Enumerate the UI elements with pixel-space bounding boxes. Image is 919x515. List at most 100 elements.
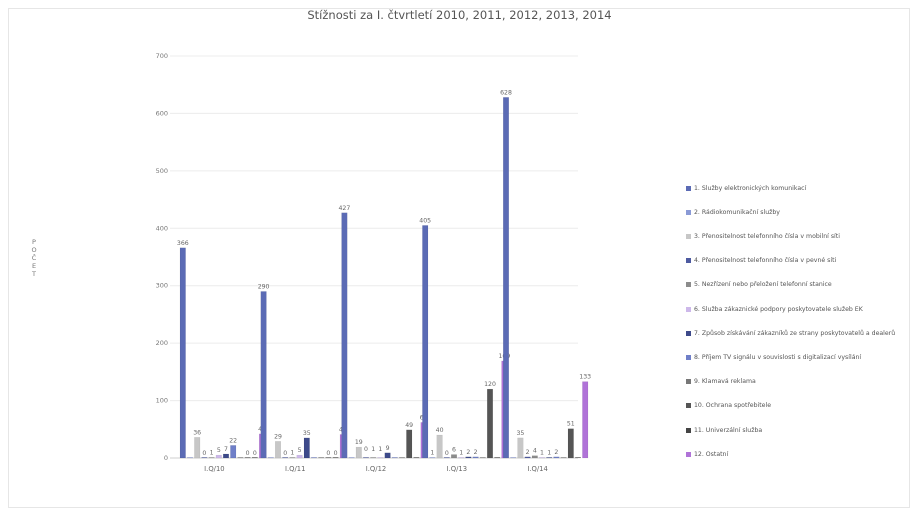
bar: [451, 454, 458, 459]
legend-label: 2. Rádiokomunikační služby: [694, 208, 780, 216]
data-label: 427: [338, 205, 350, 212]
data-label: 1: [210, 449, 214, 456]
legend-item: 12. Ostatní: [686, 449, 728, 459]
data-label: 1: [459, 449, 463, 456]
legend-item: 1. Služby elektronických komunikací: [686, 183, 806, 193]
data-label: 5: [217, 447, 221, 454]
data-label: 0: [202, 450, 206, 457]
data-label: 0: [246, 450, 250, 457]
data-label: 19: [355, 439, 363, 446]
data-label: 6: [452, 447, 456, 454]
legend-swatch: [686, 282, 691, 288]
bar: [208, 457, 215, 459]
legend-item: 3. Přenositelnost telefonního čísla v mo…: [686, 231, 840, 241]
legend-swatch: [686, 185, 691, 191]
bar: [443, 457, 450, 459]
y-tick-label: 100: [156, 397, 168, 405]
bar: [215, 454, 222, 459]
legend-swatch: [686, 330, 691, 336]
bar: [503, 97, 510, 459]
bar: [575, 457, 582, 459]
legend-label: 11. Univerzální služba: [694, 426, 763, 434]
y-tick-label: 400: [156, 224, 168, 232]
legend-label: 3. Přenositelnost telefonního čísla v mo…: [694, 232, 840, 240]
data-label: 0: [364, 446, 368, 453]
bar: [465, 456, 472, 459]
bar: [539, 457, 546, 459]
legend-swatch: [686, 403, 691, 409]
bar: [325, 457, 332, 459]
data-label: 35: [516, 430, 524, 437]
legend-swatch: [686, 451, 691, 457]
legend-label: 12. Ostatní: [694, 450, 729, 458]
data-label: 49: [405, 422, 413, 429]
legend-label: 9. Klamavá reklama: [694, 378, 756, 386]
data-label: 1: [371, 446, 375, 453]
chart-title: Stížnosti za I. čtvrtletí 2010, 2011, 20…: [307, 8, 612, 22]
legend-item: 6. Služba zákaznické podpory poskytovate…: [686, 304, 863, 314]
legend-swatch: [686, 258, 691, 264]
data-label: 4: [533, 448, 537, 455]
legend-swatch: [686, 306, 691, 312]
legend-swatch: [686, 209, 691, 215]
bar: [303, 437, 310, 459]
legend-item: 11. Univerzální služba: [686, 425, 762, 435]
bar: [355, 446, 362, 459]
data-label: 120: [484, 381, 496, 388]
data-label: 1: [430, 449, 434, 456]
bar: [582, 381, 589, 459]
bar: [458, 457, 465, 459]
legend-item: 9. Klamavá reklama: [686, 377, 756, 387]
bar: [399, 457, 406, 459]
data-label: 36: [193, 429, 201, 436]
bar: [348, 457, 355, 459]
data-label: 366: [177, 240, 189, 247]
bar: [370, 457, 377, 459]
legend-swatch: [686, 379, 691, 385]
bar: [186, 457, 193, 459]
y-tick-label: 0: [164, 454, 168, 462]
x-tick-label: I.Q/10: [204, 465, 224, 473]
legend-item: 5. Nezřízení nebo přeložení telefonní st…: [686, 280, 832, 290]
bar: [479, 457, 486, 459]
data-label: 133: [579, 374, 591, 381]
y-axis-label-letter: Č: [31, 254, 37, 262]
data-label: 1: [547, 449, 551, 456]
bar: [251, 457, 258, 459]
y-tick-label: 500: [156, 167, 168, 175]
legend-item: 8. Příjem TV signálu v souvislosti s dig…: [686, 352, 861, 362]
legend-label: 6. Služba zákaznické podpory poskytovate…: [694, 305, 863, 313]
x-tick-label: I.Q/14: [527, 465, 547, 473]
legend-label: 4. Přenositelnost telefonního čísla v pe…: [694, 257, 837, 265]
bar: [244, 457, 251, 459]
data-label: 2: [474, 449, 478, 456]
bar: [267, 457, 274, 459]
data-label: 29: [274, 433, 282, 440]
bar: [282, 457, 289, 459]
bar: [341, 212, 348, 459]
bar: [406, 429, 413, 459]
legend-label: 1. Služby elektronických komunikací: [694, 184, 807, 192]
data-label: 628: [500, 89, 512, 96]
bar: [384, 452, 391, 459]
legend-label: 7. Způsob získávání zákazníků ze strany …: [694, 329, 896, 337]
bar: [517, 437, 524, 459]
bar: [275, 441, 282, 459]
y-axis-label-letter: P: [32, 238, 36, 246]
legend-label: 5. Nezřízení nebo přeložení telefonní st…: [694, 281, 832, 289]
y-axis-label-letter: T: [32, 270, 36, 278]
legend-item: 4. Přenositelnost telefonního čísla v pe…: [686, 256, 836, 266]
bar: [510, 457, 517, 459]
data-label: 7: [224, 446, 228, 453]
bar: [289, 457, 296, 459]
data-label: 290: [258, 283, 270, 290]
bar: [487, 388, 494, 459]
bar: [237, 457, 244, 459]
legend-item: 2. Rádiokomunikační služby: [686, 207, 780, 217]
bar: [472, 456, 479, 459]
bar: [494, 457, 501, 459]
bar: [194, 437, 201, 459]
bar: [560, 457, 567, 459]
bar: [363, 457, 370, 459]
